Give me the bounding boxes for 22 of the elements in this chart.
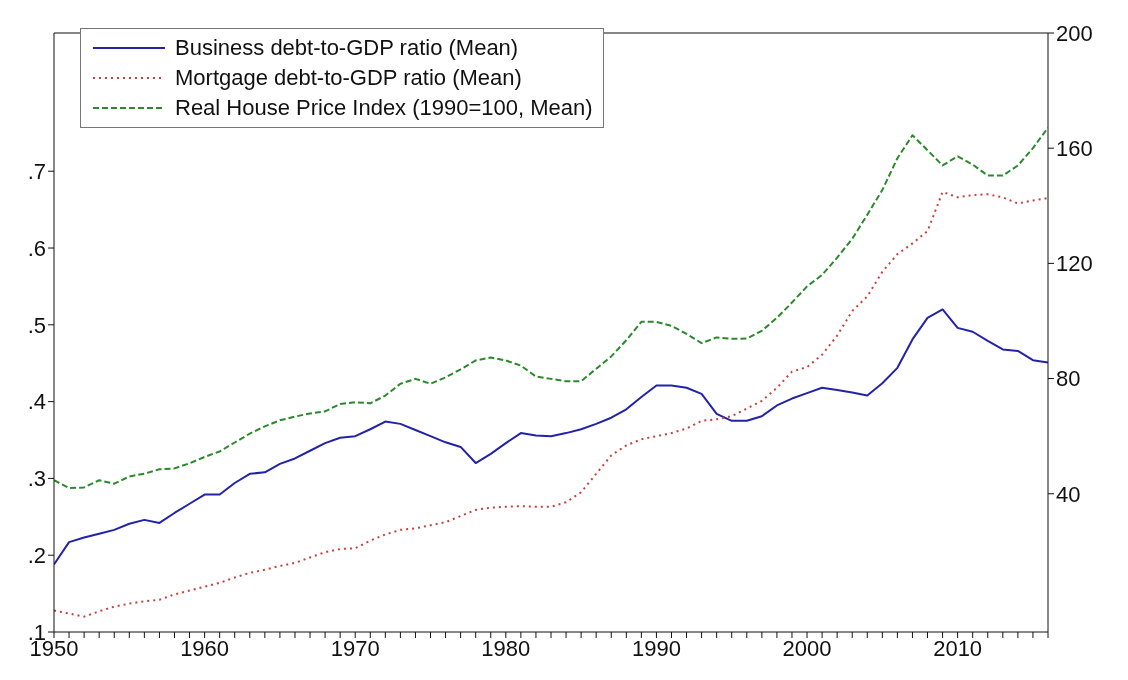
x-tick-label: 1980 (481, 635, 531, 661)
line-series (54, 308, 1048, 566)
legend-label: Business debt-to-GDP ratio (Mean) (175, 35, 519, 61)
y-tick-label: .4 (27, 389, 46, 415)
y2-tick-label: 160 (1056, 136, 1093, 161)
legend-label: Real House Price Index (1990=100, Mean) (175, 95, 593, 121)
y-tick-label: .6 (27, 235, 46, 261)
x-tick-label: 2000 (782, 635, 832, 661)
line-series (54, 190, 1048, 618)
y2-tick-label: 80 (1056, 366, 1081, 392)
y2-tick-label: 40 (1056, 481, 1081, 507)
x-tick-label: 1970 (330, 635, 380, 661)
y2-tick-label: 120 (1056, 251, 1093, 277)
x-tick-label: 1990 (631, 635, 681, 661)
x-tick-label: 1960 (180, 635, 230, 661)
x-tick-label: 2010 (933, 635, 983, 661)
y2-tick-label: 200 (1056, 20, 1093, 46)
y-tick-label: .3 (27, 466, 46, 492)
y-tick-label: .5 (27, 312, 46, 338)
legend-label: Mortgage debt-to-GDP ratio (Mean) (175, 65, 522, 91)
y-tick-label: .2 (27, 543, 46, 569)
y-tick-label: .7 (27, 159, 46, 185)
